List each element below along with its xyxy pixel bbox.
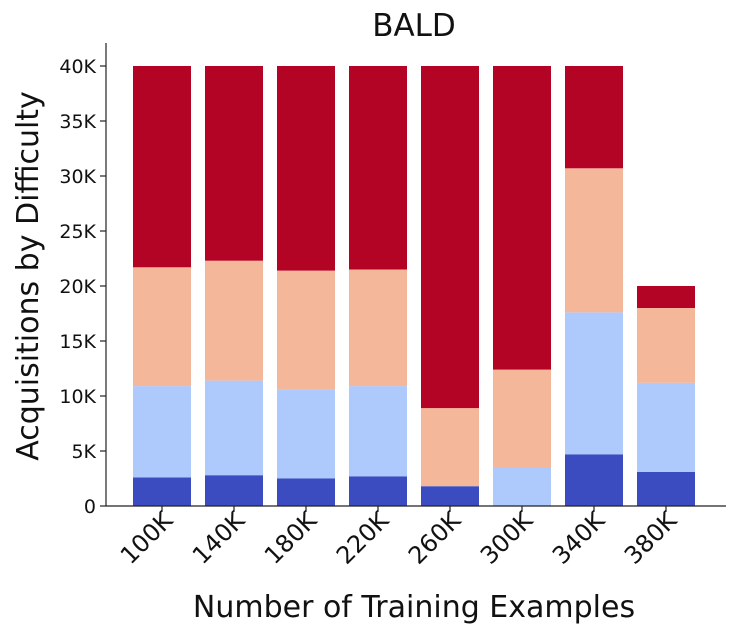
y-tick-label: 15K xyxy=(59,331,96,353)
bar-segment-380K-level-1 xyxy=(637,471,695,506)
bar-segment-220K-level-1 xyxy=(349,476,407,506)
x-axis-label: Number of Training Examples xyxy=(193,590,635,625)
bar-segment-100K-level-3 xyxy=(133,267,191,387)
x-tick-label: 380K xyxy=(619,506,683,570)
chart-title: BALD xyxy=(372,8,456,44)
y-ticks-group: 0 5K 10K 15K 20K 25K 30K 35K 40K xyxy=(59,56,106,518)
bar-segment-340K-level-1 xyxy=(565,454,623,506)
x-tick-label: 180K xyxy=(259,506,323,570)
y-tick-label: 5K xyxy=(71,441,96,463)
bar-segment-180K-level-3 xyxy=(277,270,335,390)
axes-group xyxy=(105,43,726,507)
bar-segment-140K-level-3 xyxy=(205,260,263,381)
bar-segment-140K-level-2 xyxy=(205,380,263,476)
bar-segment-260K-level-3 xyxy=(421,408,479,487)
y-tick-label: 40K xyxy=(59,56,96,78)
bar-segment-140K-level-1 xyxy=(205,475,263,506)
bar-segment-140K-level-4 xyxy=(205,66,263,261)
bar-segment-100K-level-1 xyxy=(133,477,191,506)
bar-segment-220K-level-2 xyxy=(349,386,407,477)
bar-segment-260K-level-1 xyxy=(421,486,479,506)
bar-segment-300K-level-4 xyxy=(493,66,551,370)
bar-segment-260K-level-4 xyxy=(421,66,479,409)
y-tick-label: 25K xyxy=(59,221,96,243)
bar-segment-380K-level-2 xyxy=(637,382,695,472)
y-tick-label: 30K xyxy=(59,166,96,188)
y-tick-label: 35K xyxy=(59,111,96,133)
y-axis-label: Acquisitions by Difficulty xyxy=(11,91,46,461)
x-tick-label: 340K xyxy=(547,506,611,570)
x-ticks-group: 100K 140K 180K 220K 260K 300K 340K 380K xyxy=(115,506,683,570)
bar-segment-340K-level-2 xyxy=(565,312,623,455)
x-tick-label: 260K xyxy=(403,506,467,570)
bar-segment-340K-level-4 xyxy=(565,66,623,169)
bar-segment-180K-level-1 xyxy=(277,478,335,506)
bar-segment-300K-level-3 xyxy=(493,369,551,468)
x-tick-label: 140K xyxy=(187,506,251,570)
x-tick-label: 100K xyxy=(115,506,179,570)
y-tick-label: 10K xyxy=(59,386,96,408)
bar-segment-220K-level-3 xyxy=(349,269,407,387)
bar-segment-380K-level-4 xyxy=(637,286,695,308)
bar-segment-380K-level-3 xyxy=(637,308,695,383)
bar-segment-100K-level-4 xyxy=(133,66,191,268)
bars-group xyxy=(133,66,695,506)
bar-segment-180K-level-4 xyxy=(277,66,335,271)
x-tick-label: 300K xyxy=(475,506,539,570)
y-tick-label: 0 xyxy=(84,496,96,518)
x-tick-label: 220K xyxy=(331,506,395,570)
bar-segment-300K-level-2 xyxy=(493,467,551,506)
bar-segment-100K-level-2 xyxy=(133,386,191,478)
bar-segment-180K-level-2 xyxy=(277,389,335,479)
bar-segment-340K-level-3 xyxy=(565,168,623,313)
y-tick-label: 20K xyxy=(59,276,96,298)
bar-segment-220K-level-4 xyxy=(349,66,407,270)
